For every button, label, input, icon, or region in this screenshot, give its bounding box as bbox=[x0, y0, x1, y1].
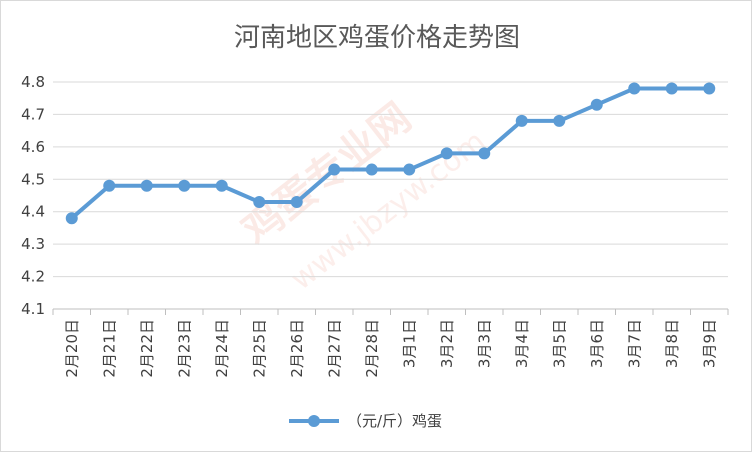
data-point bbox=[253, 195, 266, 208]
data-point bbox=[628, 82, 641, 95]
data-point bbox=[140, 179, 153, 192]
y-tick-label: 4.6 bbox=[21, 138, 45, 156]
watermark: 鸡蛋专业网 www.jbzyw.com bbox=[234, 94, 493, 297]
x-tick-label: 2月25日 bbox=[250, 319, 268, 378]
data-point bbox=[590, 98, 603, 111]
y-tick-label: 4.4 bbox=[21, 203, 45, 221]
gridlines bbox=[53, 81, 728, 310]
x-tick-label: 3月6日 bbox=[588, 319, 606, 368]
x-tick-label: 2月27日 bbox=[325, 319, 343, 378]
data-point bbox=[665, 82, 678, 95]
legend-label: （元/斤）鸡蛋 bbox=[347, 412, 442, 430]
data-point bbox=[553, 114, 566, 127]
x-tick-label: 2月21日 bbox=[100, 319, 118, 378]
data-point bbox=[515, 114, 528, 127]
series-layer bbox=[65, 82, 716, 225]
data-point bbox=[290, 195, 303, 208]
series-line bbox=[70, 86, 710, 220]
x-tick-label: 2月23日 bbox=[175, 319, 193, 378]
data-point bbox=[403, 163, 416, 176]
y-tick-label: 4.1 bbox=[21, 300, 45, 318]
data-point bbox=[65, 212, 78, 225]
y-tick-label: 4.8 bbox=[21, 73, 45, 91]
y-tick-label: 4.3 bbox=[21, 235, 45, 253]
x-tick-label: 2月24日 bbox=[213, 319, 231, 378]
x-tick-label: 2月26日 bbox=[288, 319, 306, 378]
legend-marker-swatch bbox=[308, 415, 320, 427]
x-tick-label: 3月7日 bbox=[625, 319, 643, 368]
x-axis: 2月20日 2月21日 2月22日 2月23日 2月24日 2月25日 2月26日 2月27日… bbox=[52, 309, 729, 378]
y-axis: 4.1 4.2 4.3 4.4 4.5 4.6 4.7 4.8 bbox=[21, 73, 45, 318]
chart-title: 河南地区鸡蛋价格走势图 bbox=[234, 23, 520, 53]
data-point bbox=[215, 179, 228, 192]
x-tick-label: 3月9日 bbox=[700, 319, 718, 368]
data-point bbox=[365, 163, 378, 176]
x-tick-label: 3月5日 bbox=[550, 319, 568, 368]
x-tick-label: 3月1日 bbox=[400, 319, 418, 368]
y-tick-label: 4.5 bbox=[21, 170, 45, 188]
data-point bbox=[178, 179, 191, 192]
x-tick-label: 3月8日 bbox=[663, 319, 681, 368]
data-point bbox=[328, 163, 341, 176]
x-tick-label: 3月3日 bbox=[475, 319, 493, 368]
data-point bbox=[478, 147, 491, 160]
y-tick-label: 4.7 bbox=[21, 105, 45, 123]
x-tick-label: 2月22日 bbox=[138, 319, 156, 378]
x-tick-label: 2月20日 bbox=[63, 319, 81, 378]
x-tick-label: 3月4日 bbox=[513, 319, 531, 368]
data-point bbox=[103, 179, 116, 192]
legend: （元/斤）鸡蛋 bbox=[289, 412, 442, 430]
x-tick-label: 2月28日 bbox=[363, 319, 381, 378]
x-tick-label: 3月2日 bbox=[438, 319, 456, 368]
data-point bbox=[440, 147, 453, 160]
data-point bbox=[703, 82, 716, 95]
y-tick-label: 4.2 bbox=[21, 268, 45, 286]
